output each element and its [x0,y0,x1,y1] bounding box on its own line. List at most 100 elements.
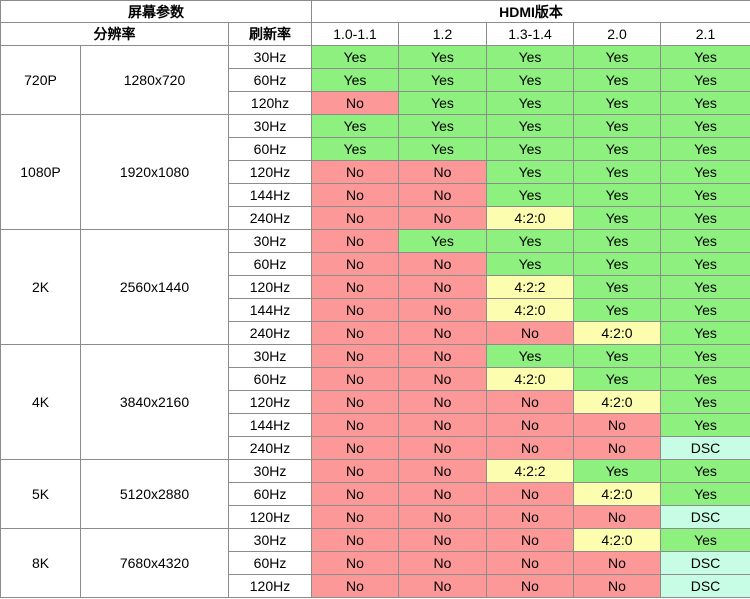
support-cell: No [486,482,574,506]
support-cell: Yes [398,45,487,69]
refresh-rate-cell: 30Hz [228,229,312,253]
table-row: 5K 5120x2880 30Hz No No 4:2:2 Yes Yes [0,459,750,529]
support-cell: Yes [659,459,750,483]
support-cell: No [398,436,487,460]
resolution-name-cell: 720P [0,45,81,115]
resolution-value-cell: 1280x720 [80,45,229,115]
table-row: 120Hz No No No No DSC [1,505,750,529]
support-cell: No [398,528,487,552]
support-cell: Yes [486,91,574,115]
support-cell: No [311,160,399,184]
refresh-rate-cell: 60Hz [228,68,312,92]
support-cell: Yes [398,137,487,161]
support-cell: Yes [311,45,399,69]
support-cell: DSC [659,505,750,529]
refresh-rate-cell: 240Hz [228,436,312,460]
support-cell: No [486,413,574,437]
support-cell: DSC [659,574,750,598]
header-row-2: 分辨率 刷新率 1.0-1.1 1.2 1.3-1.4 2.0 2.1 [0,22,750,46]
refresh-rate-cell: 240Hz [228,321,312,345]
support-cell: Yes [573,183,661,207]
support-cell: Yes [573,229,661,253]
support-cell: No [398,344,487,368]
resolution-name-cell: 1080P [0,114,81,230]
refresh-rate-cell: 30Hz [228,344,312,368]
support-cell: Yes [659,160,750,184]
support-cell: No [398,183,487,207]
support-cell: No [398,367,487,391]
resolution-value-cell: 1920x1080 [80,114,229,230]
support-cell: No [311,505,399,529]
support-cell: No [311,321,399,345]
support-cell: No [311,390,399,414]
table-row: 120Hz No No No No DSC [1,574,750,598]
support-cell: Yes [311,137,399,161]
version-header: 1.0-1.1 [311,22,399,46]
resolution-value-cell: 5120x2880 [80,459,229,529]
support-cell: 4:2:0 [573,321,661,345]
support-cell: Yes [659,482,750,506]
support-cell: No [311,229,399,253]
support-cell: No [311,298,399,322]
support-cell: No [398,390,487,414]
table-row: 4K 3840x2160 30Hz No No Yes Yes Yes [0,344,750,460]
support-cell: No [311,551,399,575]
support-cell: No [311,436,399,460]
refresh-rate-cell: 144Hz [228,298,312,322]
table-row: 144Hz No No No No Yes [1,413,750,437]
support-cell: 4:2:0 [573,390,661,414]
resolution-header: 分辨率 [0,22,229,46]
resolution-value-cell: 7680x4320 [80,528,229,598]
table-row: 60Hz No No 4:2:0 Yes Yes [1,367,750,391]
version-header: 2.0 [573,22,661,46]
table-row: 120Hz No No No 4:2:0 Yes [1,390,750,414]
version-header: 2.1 [659,22,750,46]
support-cell: No [398,413,487,437]
support-cell: Yes [659,206,750,230]
table-row: 60Hz Yes Yes Yes Yes Yes [1,137,750,161]
support-cell: No [573,574,661,598]
table-row: 120Hz No No 4:2:2 Yes Yes [1,275,750,299]
support-cell: Yes [573,137,661,161]
support-cell: No [398,505,487,529]
support-cell: No [311,206,399,230]
support-cell: No [311,252,399,276]
refresh-rate-cell: 60Hz [228,137,312,161]
refresh-rate-cell: 60Hz [228,367,312,391]
refresh-rate-cell: 60Hz [228,482,312,506]
refresh-rate-cell: 120Hz [228,275,312,299]
support-cell: No [398,160,487,184]
refresh-rate-cell: 30Hz [228,459,312,483]
support-cell: Yes [659,137,750,161]
resolution-name-cell: 8K [0,528,81,598]
support-cell: Yes [659,183,750,207]
refresh-rate-cell: 120Hz [228,390,312,414]
resolution-name-cell: 4K [0,344,81,460]
support-cell: Yes [398,114,487,138]
refresh-rate-cell: 30Hz [228,45,312,69]
support-cell: DSC [659,551,750,575]
table-row: 1080P 1920x1080 30Hz Yes Yes Yes Yes Yes [0,114,750,230]
table-row: 720P 1280x720 30Hz Yes Yes Yes Yes Yes [0,45,750,115]
support-cell: No [311,344,399,368]
header-row-1: 屏幕参数 HDMI版本 [0,0,750,23]
support-cell: Yes [659,114,750,138]
support-cell: No [311,91,399,115]
support-cell: No [486,551,574,575]
support-cell: No [398,206,487,230]
table-row: 120Hz No No Yes Yes Yes [1,160,750,184]
table-row: 60Hz No No Yes Yes Yes [1,252,750,276]
support-cell: Yes [311,68,399,92]
support-cell: No [573,505,661,529]
refresh-rate-cell: 240Hz [228,206,312,230]
support-cell: Yes [486,160,574,184]
refresh-rate-cell: 144Hz [228,183,312,207]
support-cell: Yes [486,229,574,253]
support-cell: Yes [486,252,574,276]
table-row: 60Hz Yes Yes Yes Yes Yes [1,68,750,92]
support-cell: No [311,574,399,598]
support-cell: Yes [659,367,750,391]
refresh-rate-cell: 60Hz [228,252,312,276]
table-row: 144Hz No No 4:2:0 Yes Yes [1,298,750,322]
support-cell: No [486,390,574,414]
